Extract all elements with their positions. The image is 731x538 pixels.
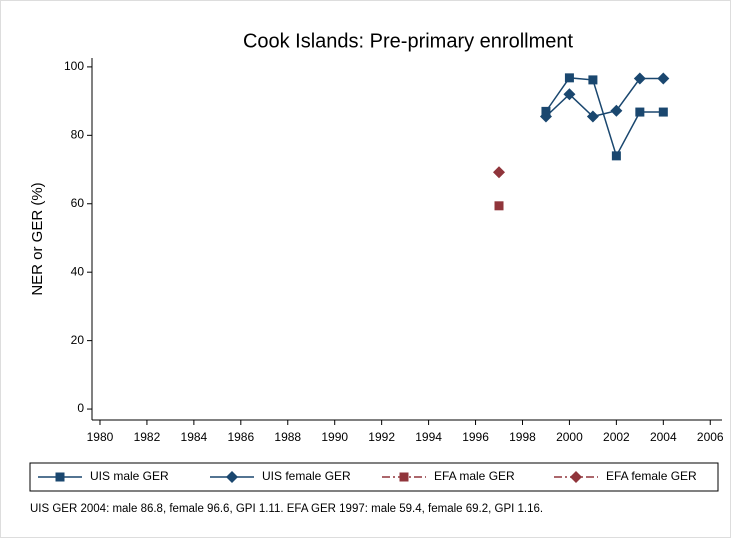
x-tick-label: 2004 xyxy=(650,430,677,444)
y-tick-label: 40 xyxy=(71,264,85,278)
marker xyxy=(657,72,670,85)
marker xyxy=(563,88,576,101)
legend-label: UIS male GER xyxy=(90,469,169,483)
marker xyxy=(635,107,645,117)
x-tick-label: 1984 xyxy=(181,430,208,444)
x-tick-label: 1992 xyxy=(368,430,395,444)
x-tick-label: 1982 xyxy=(134,430,161,444)
x-tick-label: 1994 xyxy=(415,430,442,444)
marker xyxy=(586,110,599,123)
x-tick-label: 1988 xyxy=(274,430,301,444)
legend-marker xyxy=(226,471,238,483)
y-tick-label: 100 xyxy=(64,59,84,73)
marker xyxy=(564,73,574,83)
marker xyxy=(610,104,623,117)
x-tick-label: 1990 xyxy=(321,430,348,444)
y-axis-label: NER or GER (%) xyxy=(29,182,46,295)
marker xyxy=(493,166,506,179)
x-tick-label: 1980 xyxy=(87,430,114,444)
legend-marker xyxy=(570,471,582,483)
marker xyxy=(633,72,646,85)
note: UIS GER 2004: male 86.8, female 96.6, GP… xyxy=(30,503,543,515)
y-tick-label: 20 xyxy=(71,333,85,347)
legend-label: EFA male GER xyxy=(434,469,515,483)
x-tick-label: 2002 xyxy=(603,430,630,444)
x-tick-label: 1996 xyxy=(462,430,489,444)
marker xyxy=(539,110,552,123)
marker xyxy=(588,75,598,85)
x-tick-label: 2006 xyxy=(697,430,724,444)
legend-label: EFA female GER xyxy=(606,469,697,483)
y-tick-label: 80 xyxy=(71,127,85,141)
chart-title: Cook Islands: Pre-primary enrollment xyxy=(243,30,574,52)
x-tick-label: 1998 xyxy=(509,430,536,444)
legend-marker xyxy=(55,472,65,482)
y-tick-label: 0 xyxy=(77,401,84,415)
marker xyxy=(658,107,668,117)
x-tick-label: 2000 xyxy=(556,430,583,444)
x-tick-label: 1986 xyxy=(227,430,254,444)
legend-label: UIS female GER xyxy=(262,469,351,483)
legend-marker xyxy=(399,472,409,482)
marker xyxy=(494,201,504,211)
legend xyxy=(29,462,719,492)
y-tick-label: 60 xyxy=(71,196,85,210)
marker xyxy=(611,151,621,161)
